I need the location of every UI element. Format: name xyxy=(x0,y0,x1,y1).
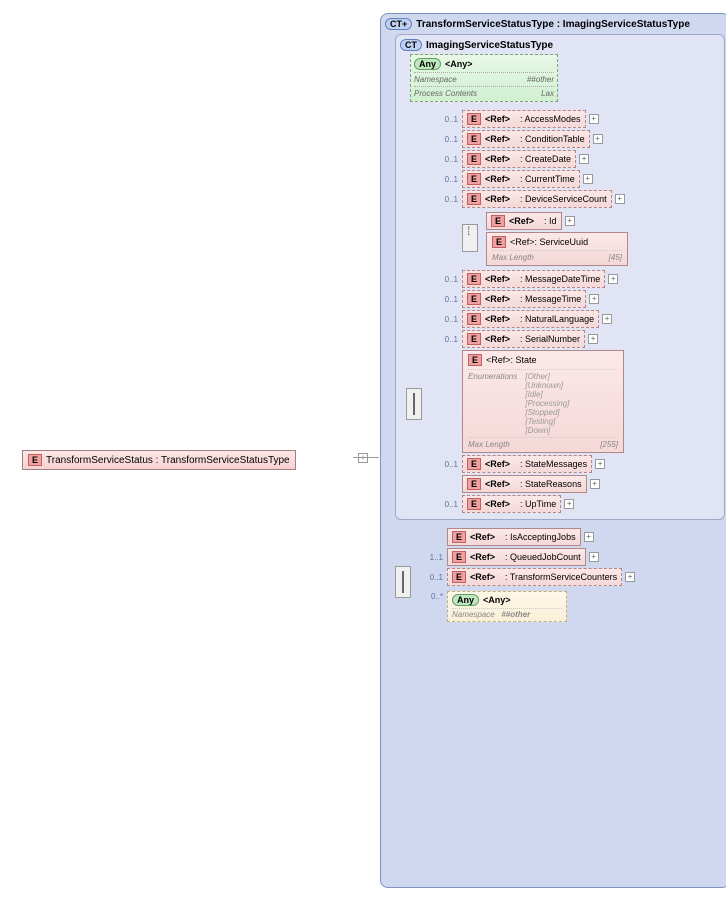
elem-messagedatetime[interactable]: 0..1E<Ref>: MessageDateTime+ xyxy=(440,270,628,288)
elem-statemessages[interactable]: 0..1E<Ref>: StateMessages+ xyxy=(440,455,628,473)
pc-label: Process Contents xyxy=(414,89,477,98)
inner-complex-type: CT ImagingServiceStatusType Any <Any> Nam… xyxy=(395,34,725,520)
ct-plus-badge: CT+ xyxy=(385,18,412,30)
elem-uptime[interactable]: 0..1E<Ref>: UpTime+ xyxy=(440,495,628,513)
expand-icon[interactable]: + xyxy=(583,174,593,184)
choice-compositor: ⁞ xyxy=(462,224,478,252)
elem-isacceptingjobs[interactable]: E<Ref>: IsAcceptingJobs+ xyxy=(425,528,635,546)
elem-serialnumber[interactable]: 0..1E<Ref>: SerialNumber+ xyxy=(440,330,628,348)
expand-icon[interactable]: + xyxy=(565,216,575,226)
e-badge: E xyxy=(467,273,481,285)
connector xyxy=(353,457,379,458)
root-element[interactable]: E TransformServiceStatus : TransformServ… xyxy=(22,450,296,470)
e-badge: E xyxy=(467,193,481,205)
elem-any-ext: 0..* Any<Any> Namespace ##other xyxy=(425,588,635,622)
sequence-compositor xyxy=(406,388,422,420)
elem-queuedjobcount[interactable]: 1..1E<Ref>: QueuedJobCount+ xyxy=(425,548,635,566)
elem-naturallanguage[interactable]: 0..1E<Ref>: NaturalLanguage+ xyxy=(440,310,628,328)
element-badge: E xyxy=(28,454,42,466)
e-badge: E xyxy=(468,354,482,366)
expand-icon[interactable]: + xyxy=(564,499,574,509)
inner-type-header: CT ImagingServiceStatusType xyxy=(400,39,720,51)
expand-icon[interactable]: + xyxy=(590,479,600,489)
ns-val: ##other xyxy=(527,75,554,84)
ns-label: Namespace xyxy=(414,75,457,84)
e-badge: E xyxy=(467,133,481,145)
outer-complex-type: CT+ TransformServiceStatusType : Imaging… xyxy=(380,13,726,888)
elem-id[interactable]: E<Ref>: Id+ xyxy=(486,212,628,230)
e-badge: E xyxy=(467,173,481,185)
elem-transformservicecounters[interactable]: 0..1E<Ref>: TransformServiceCounters+ xyxy=(425,568,635,586)
e-badge: E xyxy=(452,531,466,543)
expand-icon[interactable]: + xyxy=(608,274,618,284)
expand-icon[interactable]: + xyxy=(589,114,599,124)
expand-icon[interactable]: + xyxy=(589,294,599,304)
e-badge: E xyxy=(492,236,506,248)
expand-icon[interactable]: + xyxy=(595,459,605,469)
e-badge: E xyxy=(452,551,466,563)
expand-icon[interactable]: + xyxy=(602,314,612,324)
elem-statereasons[interactable]: E<Ref>: StateReasons+ xyxy=(440,475,628,493)
extension-block: E<Ref>: IsAcceptingJobs+ 1..1E<Ref>: Que… xyxy=(395,526,725,624)
expand-icon[interactable]: + xyxy=(584,532,594,542)
e-badge: E xyxy=(467,113,481,125)
elem-createdate[interactable]: 0..1E<Ref>: CreateDate+ xyxy=(440,150,628,168)
outer-type-header: CT+ TransformServiceStatusType : Imaging… xyxy=(385,18,725,30)
elem-currenttime[interactable]: 0..1E<Ref>: CurrentTime+ xyxy=(440,170,628,188)
e-badge: E xyxy=(491,215,505,227)
e-badge: E xyxy=(467,333,481,345)
expand-handle[interactable]: + xyxy=(358,453,368,463)
e-badge: E xyxy=(467,498,481,510)
any-hdr: <Any> xyxy=(445,59,473,69)
root-label: TransformServiceStatus : TransformServic… xyxy=(46,455,290,466)
sequence-compositor-ext xyxy=(395,566,411,598)
any-wildcard-box: Any <Any> Namespace ##other Process Conten… xyxy=(410,54,558,102)
elem-accessmodes[interactable]: 0..1E<Ref>: AccessModes+ xyxy=(440,110,628,128)
e-badge: E xyxy=(467,293,481,305)
expand-icon[interactable]: + xyxy=(579,154,589,164)
expand-icon[interactable]: + xyxy=(588,334,598,344)
diagram-root: E TransformServiceStatus : TransformServ… xyxy=(10,10,726,891)
any-badge: Any xyxy=(414,58,441,70)
choice-id-uuid: ⁞ E<Ref>: Id+ E<Ref>: ServiceUuid Max Le… xyxy=(440,210,628,268)
elem-deviceservicecount[interactable]: 0..1E<Ref>: DeviceServiceCount+ xyxy=(440,190,628,208)
elem-serviceuuid[interactable]: E<Ref>: ServiceUuid Max Length[45] xyxy=(486,232,628,266)
ct-badge: CT xyxy=(400,39,422,51)
elem-state[interactable]: E<Ref>: State Enumerations [Other] [Unkn… xyxy=(462,350,624,453)
pc-val: Lax xyxy=(541,89,554,98)
state-enums: [Other] [Unknown] [Idle] [Processing] [S… xyxy=(525,372,569,435)
inner-type-title: ImagingServiceStatusType xyxy=(426,40,553,51)
expand-icon[interactable]: + xyxy=(615,194,625,204)
elem-conditiontable[interactable]: 0..1E<Ref>: ConditionTable+ xyxy=(440,130,628,148)
any-wildcard-ext: Any<Any> Namespace ##other xyxy=(447,591,567,622)
elem-messagetime[interactable]: 0..1E<Ref>: MessageTime+ xyxy=(440,290,628,308)
e-badge: E xyxy=(467,153,481,165)
e-badge: E xyxy=(467,313,481,325)
any-badge: Any xyxy=(452,594,479,606)
expand-icon[interactable]: + xyxy=(593,134,603,144)
expand-icon[interactable]: + xyxy=(589,552,599,562)
expand-icon[interactable]: + xyxy=(625,572,635,582)
e-badge: E xyxy=(452,571,466,583)
e-badge: E xyxy=(467,478,481,490)
inner-children: 0..1E<Ref>: AccessModes+ 0..1E<Ref>: Con… xyxy=(440,108,628,515)
outer-type-title: TransformServiceStatusType : ImagingServ… xyxy=(416,19,690,30)
e-badge: E xyxy=(467,458,481,470)
